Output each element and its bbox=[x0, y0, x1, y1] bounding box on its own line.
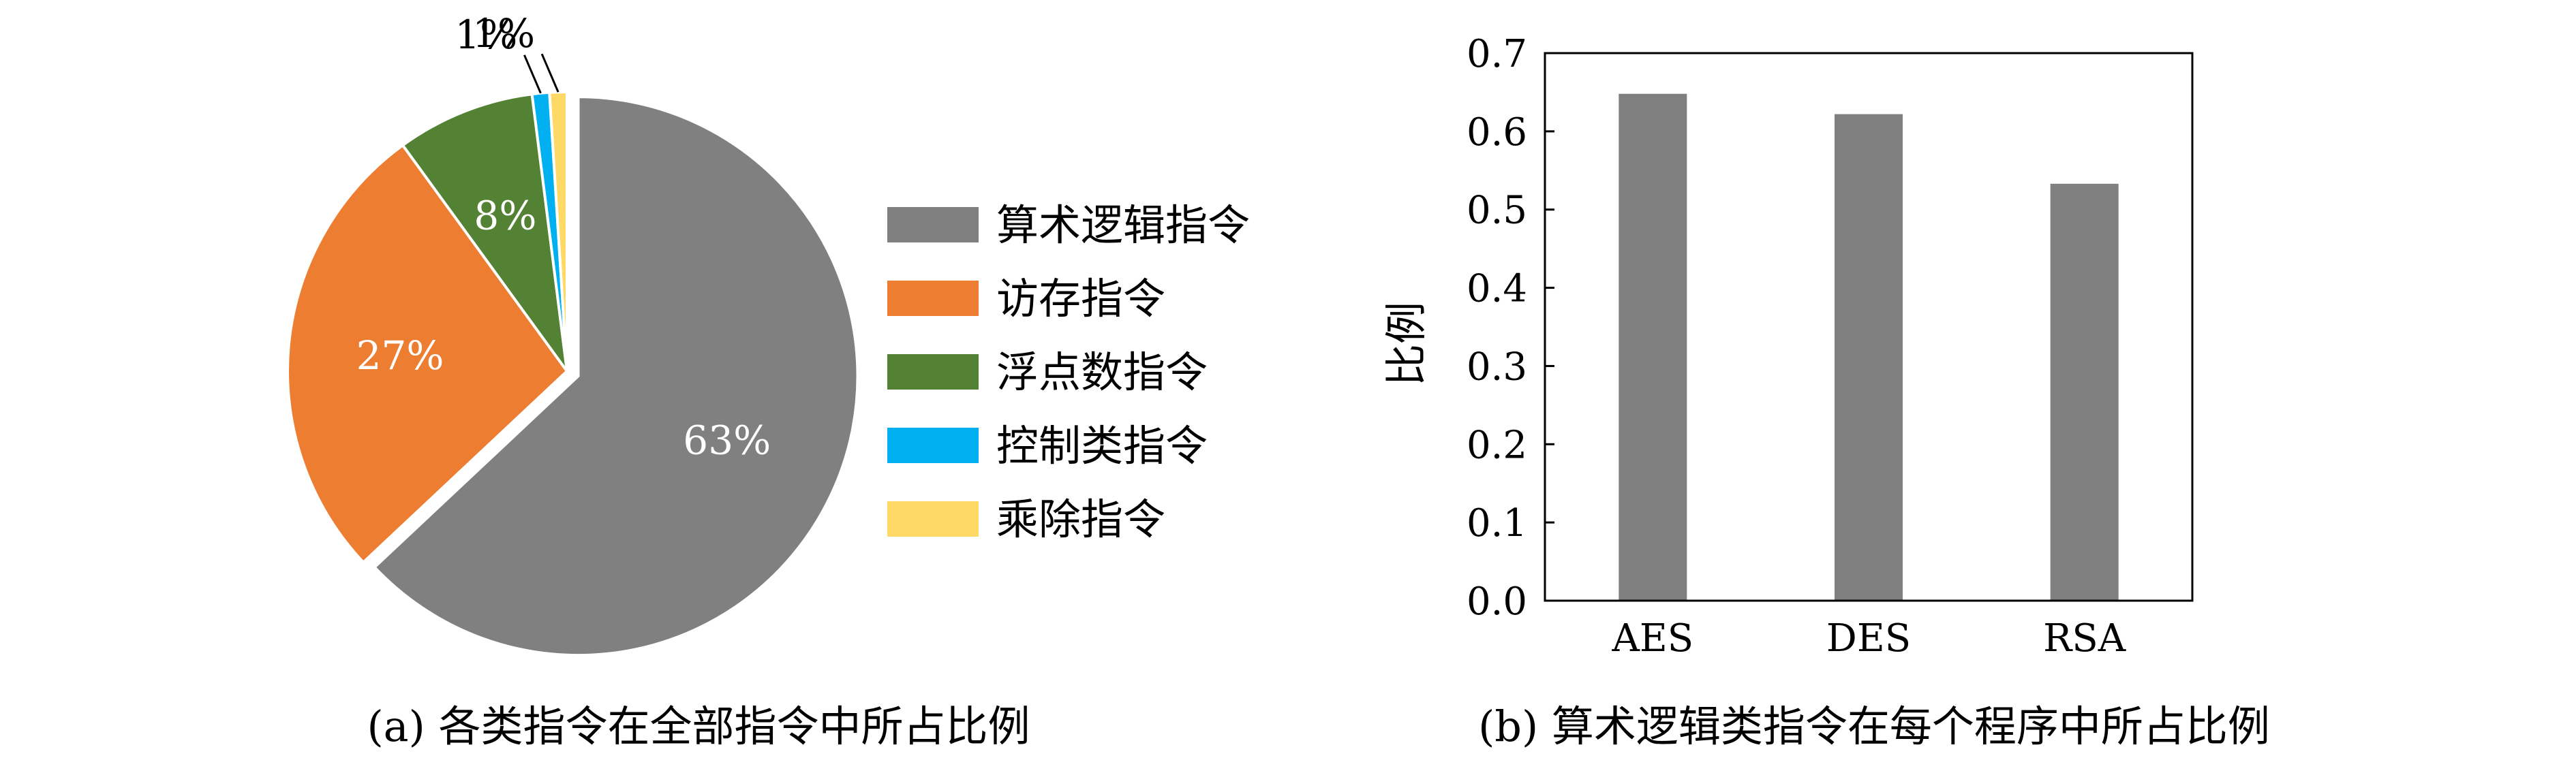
y-tick-label-1: 0.1 bbox=[1467, 501, 1527, 546]
bar-chart: 比例 AES DES RSA 0.0 0.1 0.2 0.3 0.4 0.5 0.6 0.7 bbox=[1381, 32, 2194, 661]
legend-label-1: 访存指令 bbox=[996, 274, 1165, 323]
legend-label-2: 浮点数指令 bbox=[996, 347, 1208, 397]
x-tick-label-0: AES bbox=[1611, 616, 1693, 661]
pie-slice-0 bbox=[372, 95, 859, 657]
pie-slice-2 bbox=[401, 92, 568, 373]
pie-slice-label-0: 63% bbox=[683, 417, 771, 464]
bar-aes bbox=[1619, 93, 1687, 601]
pie-slice-label-2: 8% bbox=[474, 192, 536, 238]
bar-y-axis-label: 比例 bbox=[1381, 302, 1431, 386]
pie-slice-1 bbox=[286, 143, 569, 565]
bar-plot-frame bbox=[1544, 52, 2194, 602]
x-tick-label-1: DES bbox=[1826, 616, 1911, 661]
pie-slice-label-4: 1% bbox=[472, 10, 535, 57]
pie-leader-line-4 bbox=[540, 53, 559, 93]
legend-label-0: 算术逻辑指令 bbox=[996, 200, 1250, 250]
pie-leader-line-3 bbox=[523, 54, 542, 94]
pie-chart: 63% 27% 8% 1%1% bbox=[286, 10, 859, 657]
y-tick-label-2: 0.2 bbox=[1467, 423, 1527, 467]
legend-swatch-3 bbox=[887, 428, 979, 463]
legend-label-3: 控制类指令 bbox=[996, 421, 1208, 471]
legend-swatch-0 bbox=[887, 207, 979, 242]
y-tick-label-6: 0.6 bbox=[1467, 110, 1527, 155]
y-tick-label-4: 0.4 bbox=[1467, 267, 1527, 311]
pie-slice-label-3: 1% bbox=[455, 12, 517, 58]
y-tick-label-3: 0.3 bbox=[1467, 345, 1527, 389]
pie-slice-label-1: 27% bbox=[356, 332, 444, 379]
bar-caption: (b) 算术逻辑类指令在每个程序中所占比例 bbox=[1478, 701, 2270, 751]
legend-swatch-1 bbox=[887, 281, 979, 316]
x-tick-label-2: RSA bbox=[2043, 616, 2126, 661]
pie-caption: (a) 各类指令在全部指令中所占比例 bbox=[367, 701, 1030, 751]
y-tick-label-0: 0.0 bbox=[1467, 580, 1527, 624]
bar-rsa bbox=[2050, 183, 2119, 601]
bar-des bbox=[1835, 114, 1903, 601]
legend-label-4: 乘除指令 bbox=[996, 494, 1165, 544]
y-tick-label-5: 0.5 bbox=[1467, 189, 1527, 233]
legend-swatch-2 bbox=[887, 354, 979, 390]
y-tick-label-7: 0.7 bbox=[1467, 32, 1527, 76]
legend-swatch-4 bbox=[887, 501, 979, 537]
